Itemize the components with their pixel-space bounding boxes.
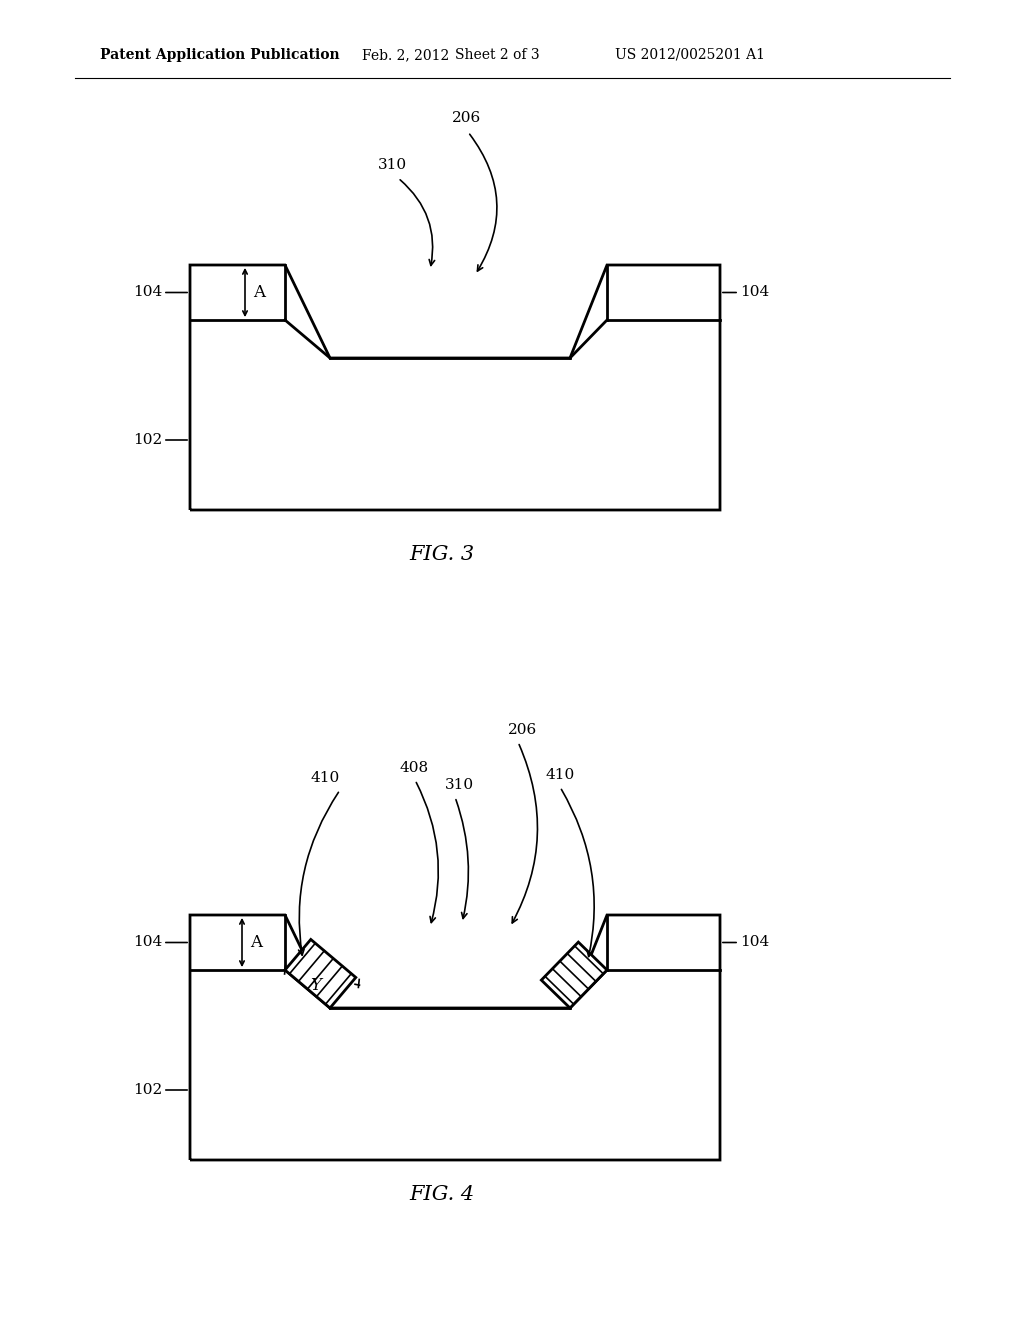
Text: 206: 206 (452, 111, 481, 125)
Text: Y: Y (310, 977, 322, 994)
Text: 104: 104 (740, 285, 769, 300)
Text: 102: 102 (133, 433, 162, 447)
Text: Feb. 2, 2012: Feb. 2, 2012 (362, 48, 450, 62)
Text: FIG. 4: FIG. 4 (410, 1185, 474, 1204)
Text: Patent Application Publication: Patent Application Publication (100, 48, 340, 62)
Polygon shape (285, 940, 355, 1008)
Text: A: A (250, 935, 262, 950)
Text: 310: 310 (378, 158, 408, 172)
Text: 102: 102 (133, 1082, 162, 1097)
Text: 104: 104 (133, 285, 162, 300)
Text: 410: 410 (545, 768, 574, 781)
Text: 310: 310 (445, 777, 474, 792)
Text: 206: 206 (508, 723, 538, 737)
Text: US 2012/0025201 A1: US 2012/0025201 A1 (615, 48, 765, 62)
Text: FIG. 3: FIG. 3 (410, 545, 474, 565)
Text: 410: 410 (310, 771, 340, 785)
Text: 104: 104 (133, 936, 162, 949)
Text: A: A (253, 284, 265, 301)
Text: 408: 408 (400, 762, 429, 775)
Text: Sheet 2 of 3: Sheet 2 of 3 (455, 48, 540, 62)
Text: 104: 104 (740, 936, 769, 949)
Polygon shape (542, 942, 607, 1008)
